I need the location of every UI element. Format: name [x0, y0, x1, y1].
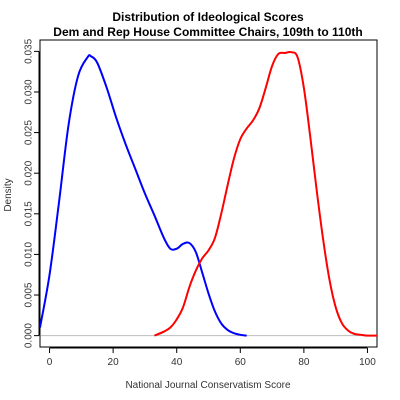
chart-title: Distribution of Ideological Scores: [112, 10, 304, 24]
y-tick-label: 0.035: [24, 38, 35, 63]
y-tick-label: 0.015: [24, 201, 35, 226]
x-tick-label: 40: [171, 357, 183, 368]
y-tick-label: 0.025: [24, 120, 35, 145]
plot-frame: [39, 39, 378, 348]
x-tick-label: 20: [108, 357, 120, 368]
y-tick-label: 0.010: [24, 241, 35, 266]
y-tick-label: 0.020: [24, 160, 35, 185]
chart-subtitle: Dem and Rep House Committee Chairs, 109t…: [53, 25, 362, 39]
series-1-density-line: [39, 54, 247, 337]
series-group: [39, 50, 378, 337]
series-2-density-line: [154, 50, 378, 337]
y-axis: 0.000 0.005 0.010 0.015 0.020 0.025 0.030 0.035: [24, 38, 40, 348]
y-tick-label: 0.000: [24, 323, 35, 348]
x-tick-label: 100: [359, 357, 376, 368]
y-tick-label: 0.005: [24, 282, 35, 307]
x-axis-label: National Journal Conservatism Score: [125, 380, 291, 391]
x-axis: 0 20 40 60 80 100: [47, 347, 376, 368]
x-tick-label: 80: [298, 357, 310, 368]
x-tick-label: 60: [235, 357, 247, 368]
y-tick-label: 0.030: [24, 79, 35, 104]
x-tick-label: 0: [47, 357, 53, 368]
y-axis-label: Density: [3, 178, 14, 211]
